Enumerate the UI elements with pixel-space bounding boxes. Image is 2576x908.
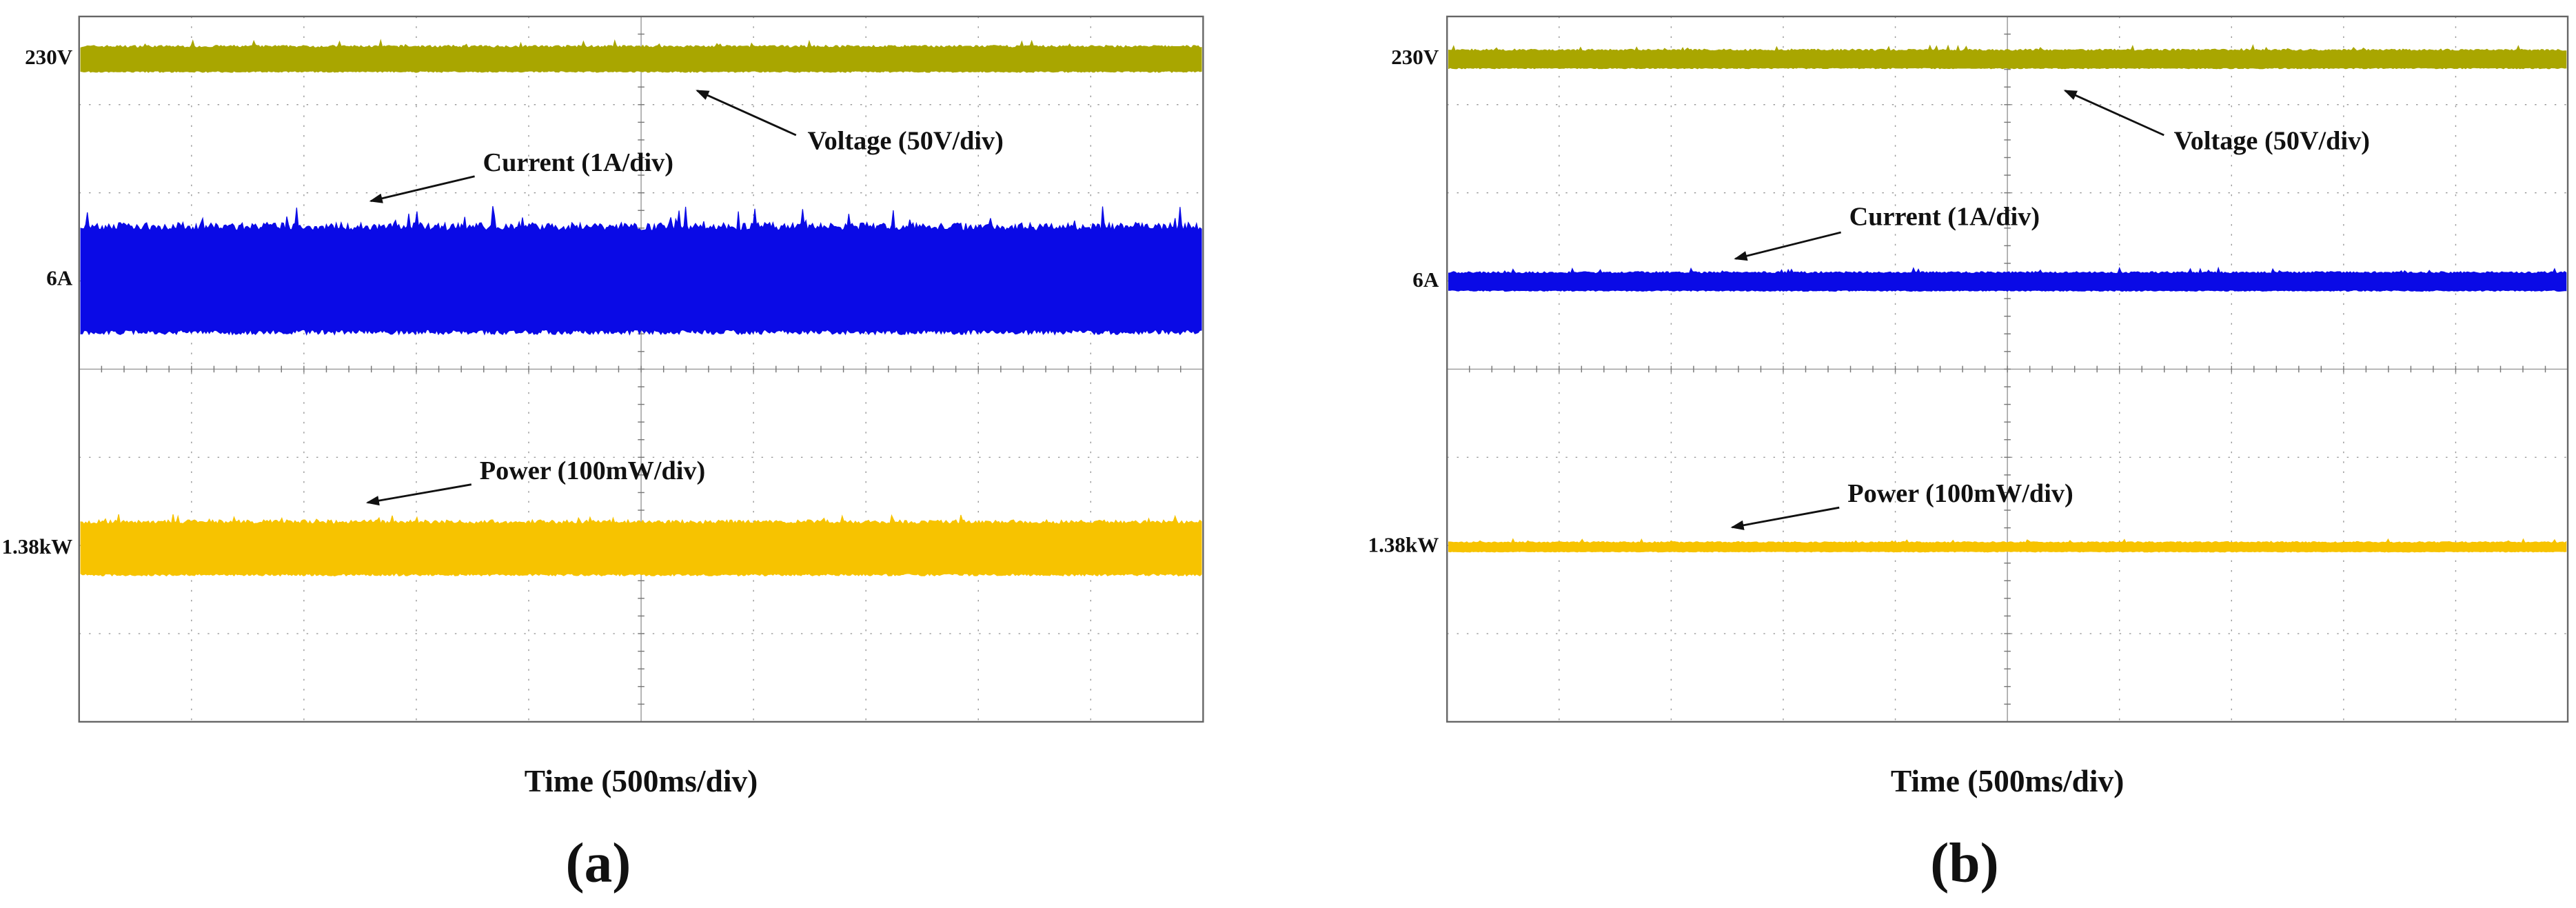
panel-label: (a) — [566, 831, 631, 894]
plot-frame — [1446, 15, 2569, 723]
x-axis-label: Time (500ms/div) — [525, 764, 758, 798]
level-label: 230V — [1391, 45, 1439, 69]
annotation-arrow — [1730, 506, 1840, 530]
trace-annotation: Power (100mW/div) — [480, 456, 705, 485]
trace — [80, 39, 1202, 73]
annotation-arrow — [2063, 90, 2164, 137]
plot-frame — [78, 15, 1204, 723]
trace — [1448, 538, 2567, 553]
trace — [80, 205, 1202, 336]
trace — [80, 514, 1202, 577]
panel: 230V Voltage (50V/div) 6A Current (1A/div) 1… — [1, 15, 1204, 894]
trace — [1448, 43, 2567, 70]
annotation-arrow — [365, 483, 472, 506]
level-label: 1.38kW — [1, 534, 72, 558]
panel: 230V Voltage (50V/div) 6A Current (1A/div) 1… — [1368, 15, 2569, 894]
trace-annotation: Voltage (50V/div) — [2174, 127, 2370, 156]
annotation-arrow — [369, 175, 475, 203]
annotation-arrow — [1734, 231, 1841, 261]
level-label: 6A — [1412, 268, 1439, 292]
level-label: 1.38kW — [1368, 533, 1439, 557]
trace-annotation: Voltage (50V/div) — [808, 127, 1004, 156]
trace-annotation: Current (1A/div) — [1849, 203, 2040, 232]
trace-annotation: Current (1A/div) — [483, 148, 674, 177]
trace — [1448, 266, 2567, 292]
level-label: 230V — [25, 45, 73, 69]
annotation-arrow — [696, 90, 797, 137]
x-axis-label: Time (500ms/div) — [1891, 764, 2124, 798]
panel-label: (b) — [1930, 831, 1998, 894]
level-label: 6A — [46, 265, 73, 290]
trace-annotation: Power (100mW/div) — [1847, 479, 2073, 508]
